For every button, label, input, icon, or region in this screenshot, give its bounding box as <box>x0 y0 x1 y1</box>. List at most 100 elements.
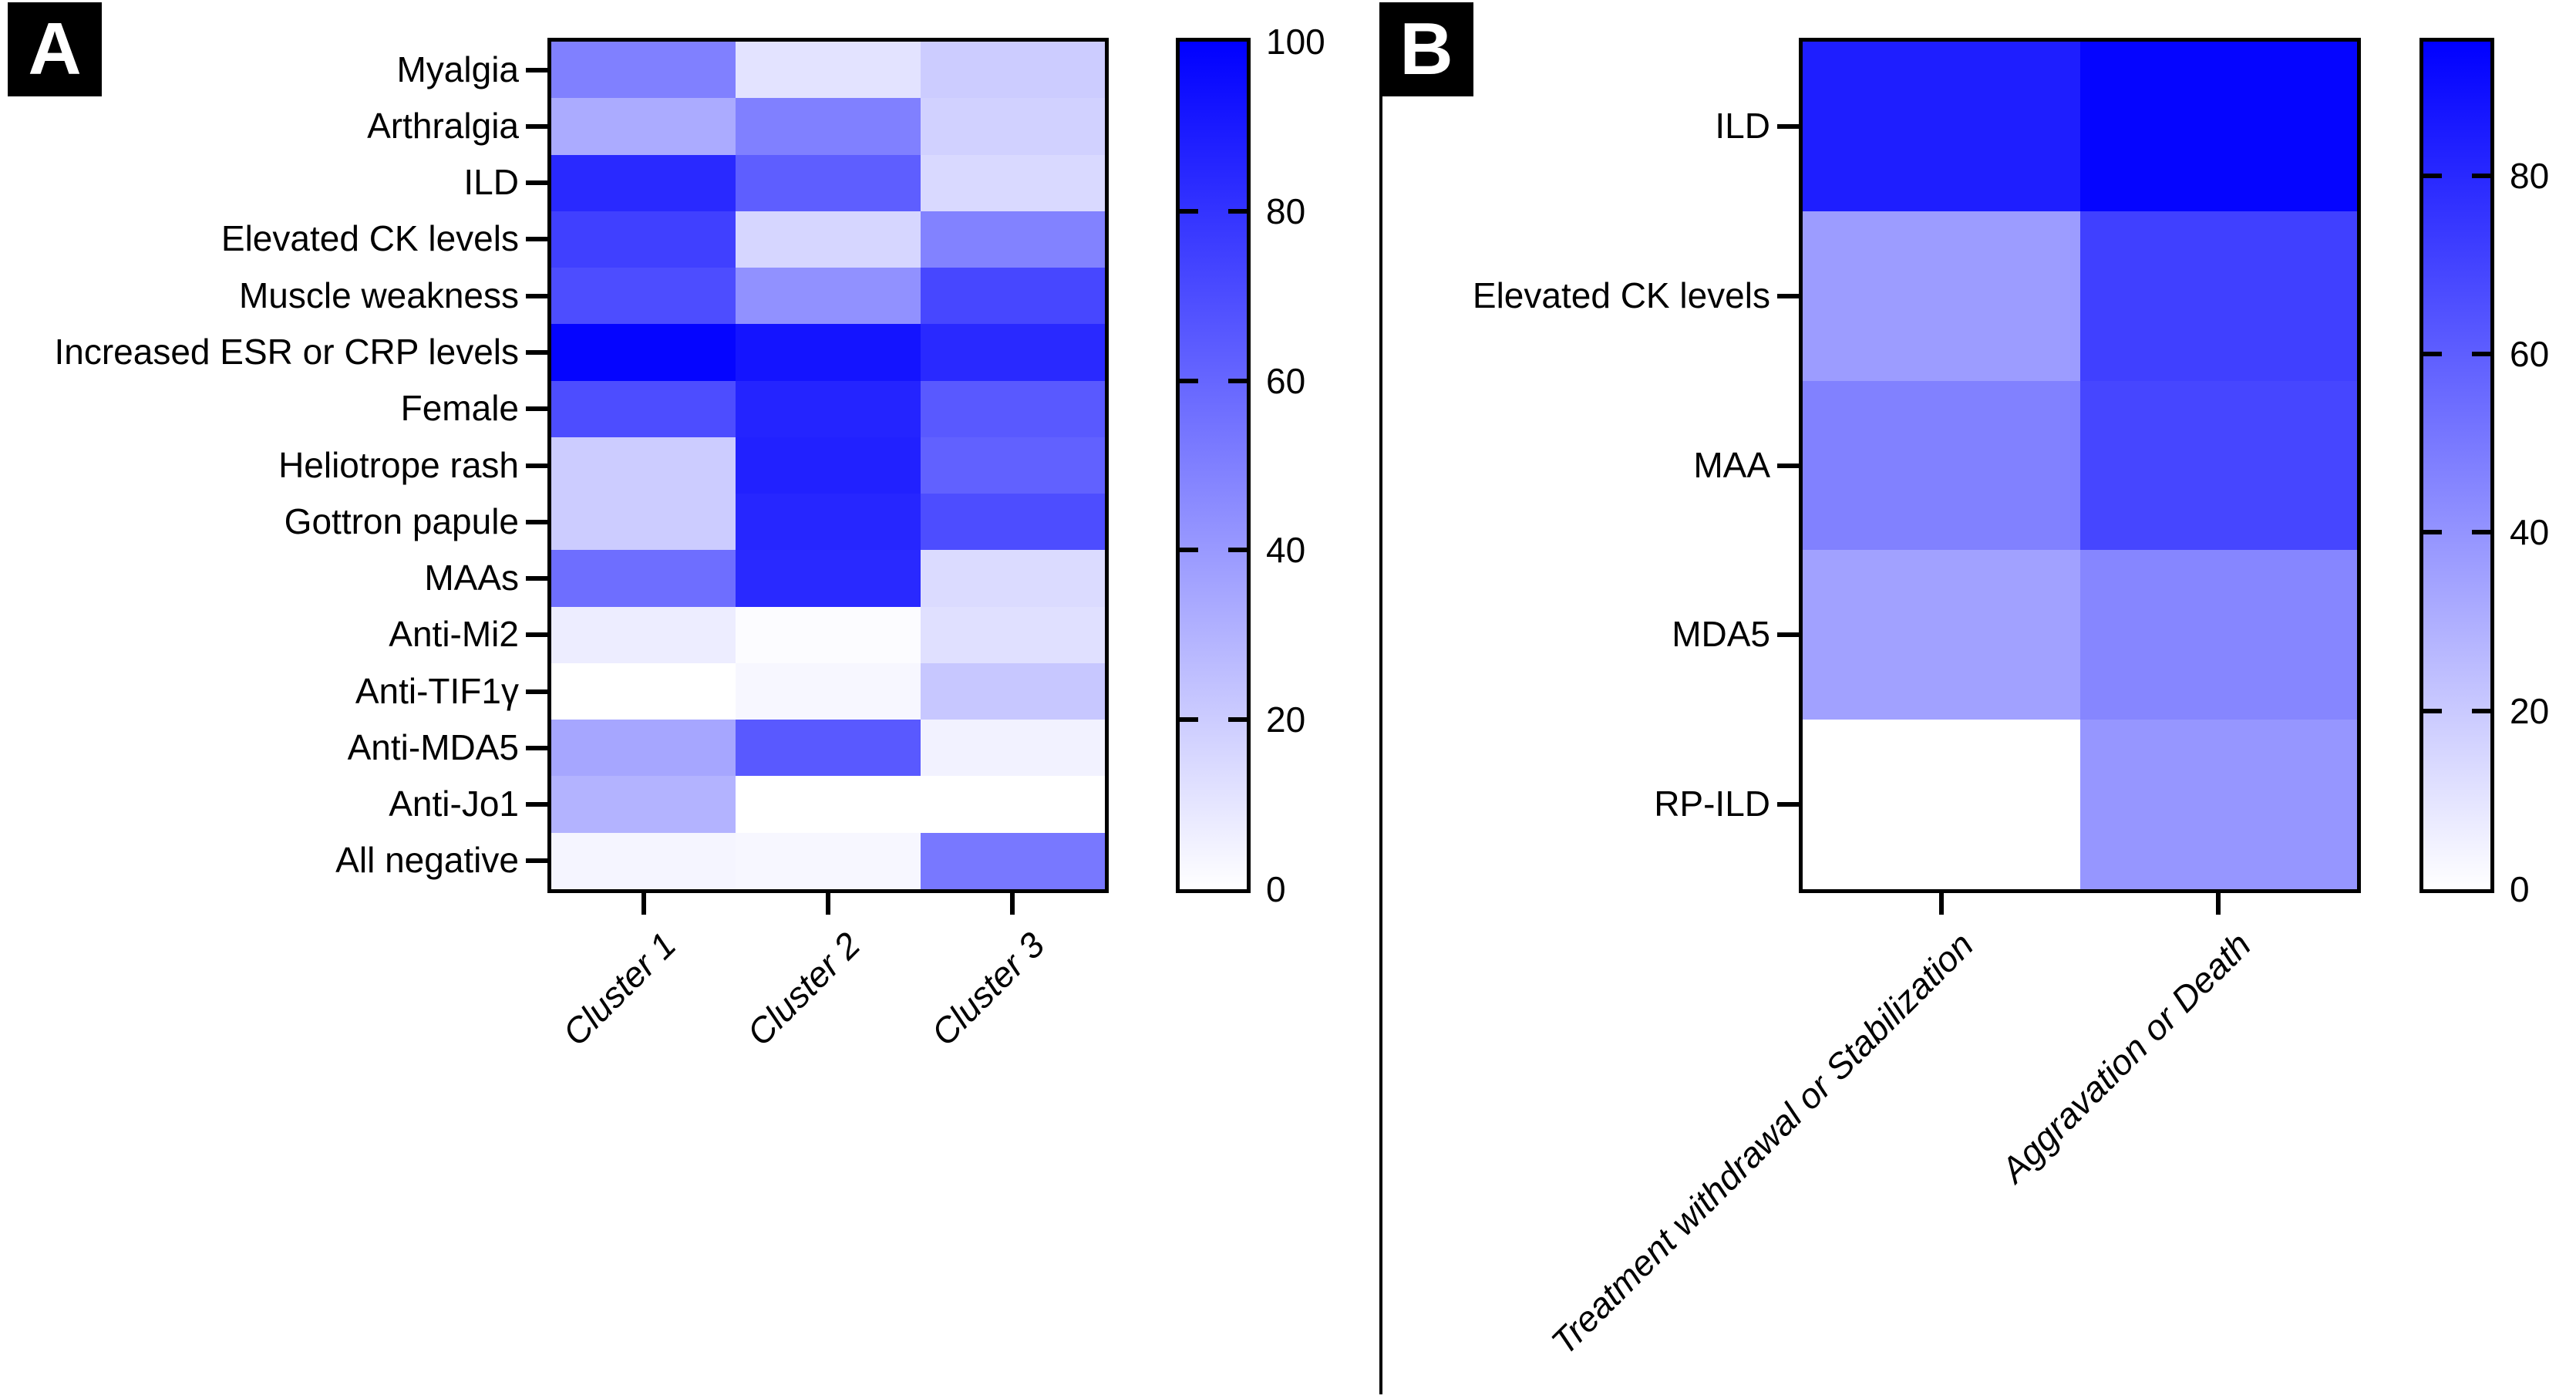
heatmap-cell <box>920 324 1105 381</box>
colorbar-tick-mark <box>2423 708 2442 713</box>
heatmap-cell <box>551 437 736 494</box>
row-label: Anti-TIF1γ <box>355 670 519 711</box>
heatmap-cell <box>920 98 1105 155</box>
column-label: Cluster 1 <box>554 924 684 1053</box>
row-tick-mark <box>526 802 549 807</box>
colorbar-gradient <box>2423 42 2490 889</box>
column-label: Aggravation or Death <box>1992 924 2258 1190</box>
column-label: Cluster 3 <box>923 924 1052 1053</box>
heatmap-cell <box>736 832 921 889</box>
heatmap-cell <box>920 437 1105 494</box>
heatmap-cell <box>920 606 1105 663</box>
heatmap-cell <box>736 662 921 720</box>
colorbar-tick-mark <box>1180 378 1198 383</box>
heatmap-cell <box>1803 720 2080 889</box>
heatmap-cell <box>920 550 1105 607</box>
heatmap-cell <box>920 380 1105 437</box>
heatmap-cell <box>920 720 1105 777</box>
heatmap-cell <box>736 42 921 99</box>
heatmap-cell <box>551 776 736 833</box>
heatmap-cell <box>736 720 921 777</box>
heatmap-cell <box>551 494 736 551</box>
row-tick-mark <box>526 745 549 750</box>
row-label: Female <box>400 388 519 429</box>
row-label: ILD <box>463 162 519 203</box>
row-label: MAAs <box>424 557 519 598</box>
heatmap-cell <box>920 494 1105 551</box>
heatmap-cell <box>920 268 1105 325</box>
heatmap-cell <box>1803 380 2080 551</box>
heatmap-cell <box>736 268 921 325</box>
column-tick-mark <box>2216 893 2221 915</box>
heatmap-cell <box>1803 550 2080 720</box>
column-label: Cluster 2 <box>739 924 868 1053</box>
heatmap-cell <box>736 211 921 268</box>
colorbar-tick-label: 20 <box>1266 700 1306 740</box>
heatmap-cell <box>551 268 736 325</box>
row-label: Myalgia <box>396 49 519 89</box>
heatmap-cell <box>920 42 1105 99</box>
heatmap-cell <box>736 98 921 155</box>
row-tick-mark <box>1777 463 1800 468</box>
heatmap-cell <box>920 832 1105 889</box>
heatmap-cell <box>551 42 736 99</box>
row-label: MAA <box>1693 444 1770 485</box>
colorbar-tick-mark <box>1228 378 1247 383</box>
colorbar-tick-mark <box>2423 173 2442 178</box>
colorbar-tick-mark <box>2423 530 2442 535</box>
colorbar-tick-mark <box>2472 708 2490 713</box>
colorbar-tick-mark <box>2423 351 2442 356</box>
heatmap-cell <box>736 550 921 607</box>
row-label: Increased ESR or CRP levels <box>54 331 519 372</box>
heatmap-cell <box>736 380 921 437</box>
row-label: Muscle weakness <box>238 275 519 315</box>
panel-divider <box>1379 2 1382 1394</box>
colorbar-tick-mark <box>2472 173 2490 178</box>
column-tick-mark <box>826 893 830 915</box>
colorbar-tick-mark <box>1180 208 1198 214</box>
heatmap-cell <box>736 776 921 833</box>
row-label: All negative <box>335 840 519 881</box>
row-label: Arthralgia <box>367 105 519 146</box>
heatmap-cell <box>551 98 736 155</box>
row-tick-mark <box>1777 293 1800 298</box>
heatmap-cell <box>2079 380 2357 551</box>
row-tick-mark <box>1777 802 1800 807</box>
heatmap-cell <box>551 380 736 437</box>
colorbar-tick-mark <box>1180 548 1198 553</box>
heatmap-cell <box>736 324 921 381</box>
heatmap-cell <box>736 154 921 211</box>
row-tick-mark <box>526 237 549 242</box>
heatmap-cell <box>2079 550 2357 720</box>
colorbar-b <box>2419 38 2494 893</box>
heatmap-cell <box>920 154 1105 211</box>
row-tick-mark <box>526 349 549 355</box>
row-label: Elevated CK levels <box>221 218 519 259</box>
heatmap-cell <box>920 776 1105 833</box>
heatmap-cell <box>551 324 736 381</box>
colorbar-tick-label: 40 <box>2510 512 2550 553</box>
colorbar-tick-label: 40 <box>1266 530 1306 571</box>
heatmap-cell <box>551 550 736 607</box>
colorbar-tick-label: 60 <box>2510 333 2550 374</box>
colorbar-tick-mark <box>2472 351 2490 356</box>
heatmap-a <box>547 38 1109 893</box>
column-tick-mark <box>1938 893 1944 915</box>
heatmap-cell <box>2079 42 2357 211</box>
row-tick-mark <box>1777 123 1800 129</box>
heatmap-cell <box>2079 211 2357 381</box>
heatmap-cell <box>736 494 921 551</box>
colorbar-tick-mark <box>1228 208 1247 214</box>
row-tick-mark <box>526 519 549 524</box>
row-label: RP-ILD <box>1654 784 1770 824</box>
row-tick-mark <box>526 463 549 468</box>
panel-a-label: A <box>8 2 102 96</box>
row-label: Anti-Jo1 <box>389 784 519 824</box>
panel-b-label: B <box>1379 2 1473 96</box>
row-label: Gottron papule <box>284 501 519 541</box>
colorbar-tick-label: 20 <box>2510 690 2550 731</box>
colorbar-tick-mark <box>2472 530 2490 535</box>
column-tick-mark <box>1010 893 1015 915</box>
column-tick-mark <box>641 893 646 915</box>
